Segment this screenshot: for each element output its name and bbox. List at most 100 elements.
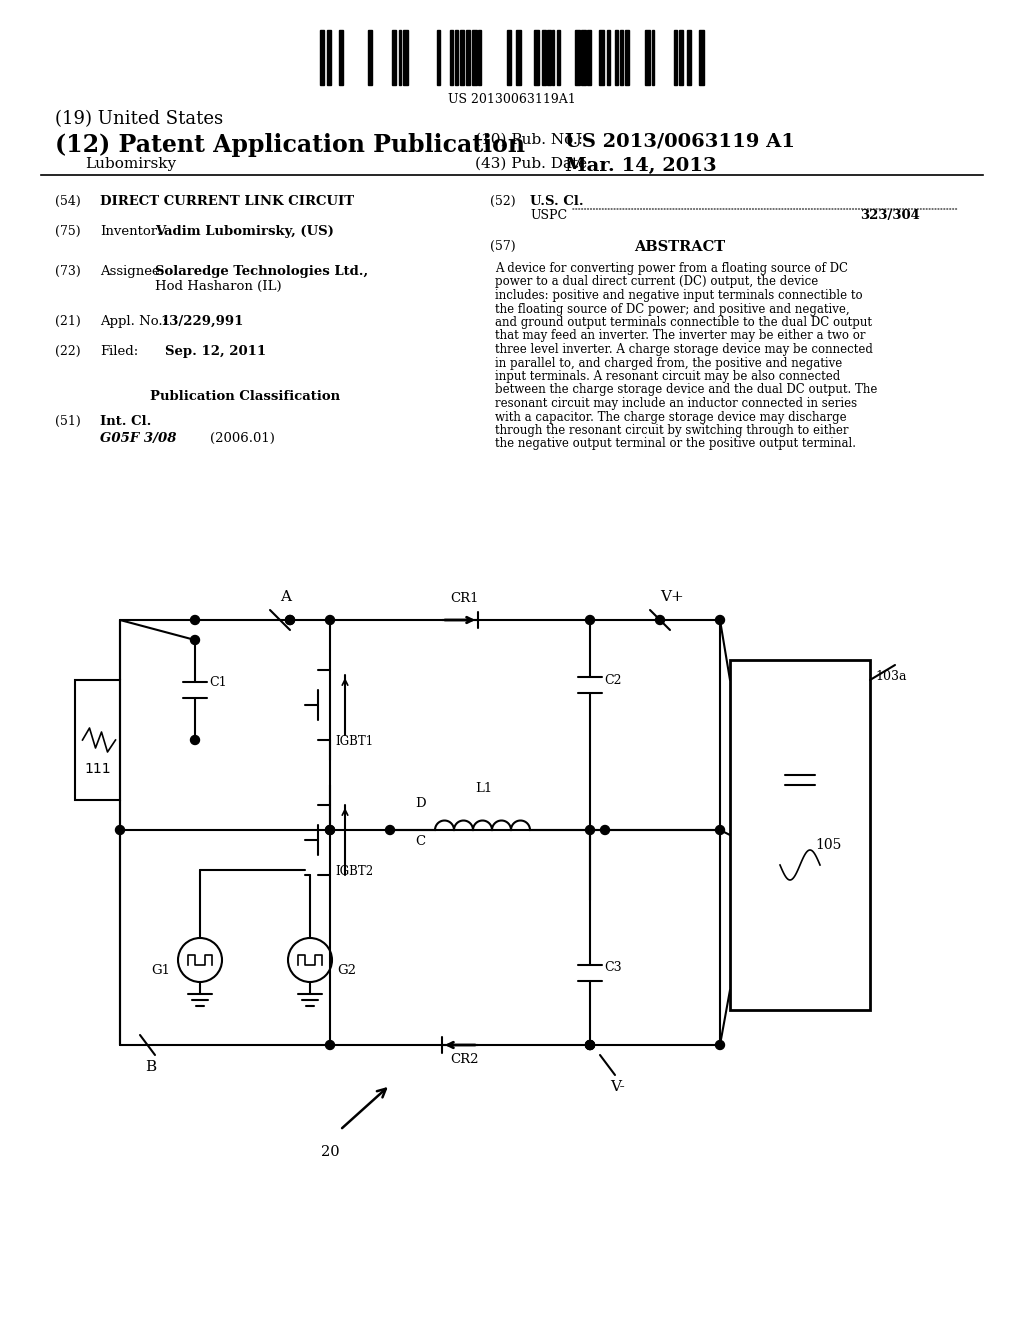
Text: DIRECT CURRENT LINK CIRCUIT: DIRECT CURRENT LINK CIRCUIT [100,195,354,209]
Circle shape [655,615,665,624]
Text: (57): (57) [490,240,516,253]
Text: (10) Pub. No.:: (10) Pub. No.: [475,133,583,147]
Bar [319,30,324,84]
Bar [516,30,521,84]
Text: Mar. 14, 2013: Mar. 14, 2013 [565,157,717,176]
Text: (2006.01): (2006.01) [210,432,274,445]
Circle shape [116,825,125,834]
Text: C: C [415,836,425,847]
Circle shape [385,825,394,834]
Text: C1: C1 [209,676,226,689]
Text: Hod Hasharon (IL): Hod Hasharon (IL) [155,280,282,293]
Circle shape [286,615,295,624]
Text: between the charge storage device and the dual DC output. The: between the charge storage device and th… [495,384,878,396]
Bar [699,30,705,84]
Circle shape [600,825,609,834]
Text: (19) United States: (19) United States [55,110,223,128]
Bar [652,30,654,84]
Text: G1: G1 [151,964,170,977]
Bar [478,30,481,84]
Text: Vadim Lubomirsky, (US): Vadim Lubomirsky, (US) [155,224,334,238]
Text: the negative output terminal or the positive output terminal.: the negative output terminal or the posi… [495,437,856,450]
Bar [687,30,691,84]
Text: (54): (54) [55,195,81,209]
Text: V+: V+ [660,590,684,605]
Bar [730,660,870,1010]
Text: ABSTRACT: ABSTRACT [635,240,726,253]
Bar [620,30,623,84]
Text: (75): (75) [55,224,81,238]
Bar [339,30,343,84]
Text: Solaredge Technologies Ltd.,: Solaredge Technologies Ltd., [155,265,368,279]
Text: 111: 111 [84,762,111,776]
Circle shape [190,635,200,644]
Text: with a capacitor. The charge storage device may discharge: with a capacitor. The charge storage dev… [495,411,847,424]
Text: L1: L1 [475,781,493,795]
Bar [399,30,401,84]
Text: IGBT2: IGBT2 [335,865,373,878]
Text: Publication Classification: Publication Classification [150,389,340,403]
Bar [547,30,551,84]
Circle shape [190,615,200,624]
Bar [75,680,120,800]
Bar [392,30,396,84]
Text: the floating source of DC power; and positive and negative,: the floating source of DC power; and pos… [495,302,850,315]
Text: IGBT1: IGBT1 [335,735,373,748]
Text: Sep. 12, 2011: Sep. 12, 2011 [165,345,266,358]
Bar [557,30,560,84]
Circle shape [586,615,595,624]
Text: 13/229,991: 13/229,991 [160,315,244,327]
Text: CR2: CR2 [450,1053,478,1067]
Text: in parallel to, and charged from, the positive and negative: in parallel to, and charged from, the po… [495,356,843,370]
Bar [368,30,372,84]
Text: (12) Patent Application Publication: (12) Patent Application Publication [55,133,525,157]
Text: Int. Cl.: Int. Cl. [100,414,152,428]
Circle shape [716,825,725,834]
Text: G05F 3/08: G05F 3/08 [100,432,176,445]
Bar [587,30,591,84]
Bar [615,30,618,84]
Text: 105: 105 [815,838,842,851]
Text: C3: C3 [604,961,622,974]
Text: includes: positive and negative input terminals connectible to: includes: positive and negative input te… [495,289,862,302]
Text: (22): (22) [55,345,81,358]
Text: (51): (51) [55,414,81,428]
Circle shape [190,735,200,744]
Bar [679,30,683,84]
Text: Filed:: Filed: [100,345,138,358]
Bar [437,30,440,84]
Text: through the resonant circuit by switching through to either: through the resonant circuit by switchin… [495,424,849,437]
Text: (73): (73) [55,265,81,279]
Circle shape [586,1040,595,1049]
Bar [542,30,546,84]
Text: US 20130063119A1: US 20130063119A1 [449,92,575,106]
Bar [599,30,604,84]
Bar [552,30,554,84]
Bar [534,30,539,84]
Text: 20: 20 [321,1144,339,1159]
Bar [575,30,580,84]
Text: CR1: CR1 [450,591,478,605]
Text: (43) Pub. Date:: (43) Pub. Date: [475,157,592,172]
Text: Lubomirsky: Lubomirsky [85,157,176,172]
Circle shape [326,825,335,834]
Circle shape [716,1040,725,1049]
Text: A: A [280,590,291,605]
Text: Assignee:: Assignee: [100,265,164,279]
Bar [460,30,464,84]
Text: U.S. Cl.: U.S. Cl. [530,195,584,209]
Text: Appl. No.:: Appl. No.: [100,315,167,327]
Bar [581,30,586,84]
Text: 323/304: 323/304 [860,209,920,222]
Bar [327,30,331,84]
Text: 103a: 103a [874,671,906,682]
Circle shape [326,615,335,624]
Text: V-: V- [610,1080,625,1094]
Text: A device for converting power from a floating source of DC: A device for converting power from a flo… [495,261,848,275]
Bar [472,30,477,84]
Text: C2: C2 [604,673,622,686]
Text: USPC: USPC [530,209,567,222]
Bar [455,30,458,84]
Bar [466,30,470,84]
Bar [625,30,629,84]
